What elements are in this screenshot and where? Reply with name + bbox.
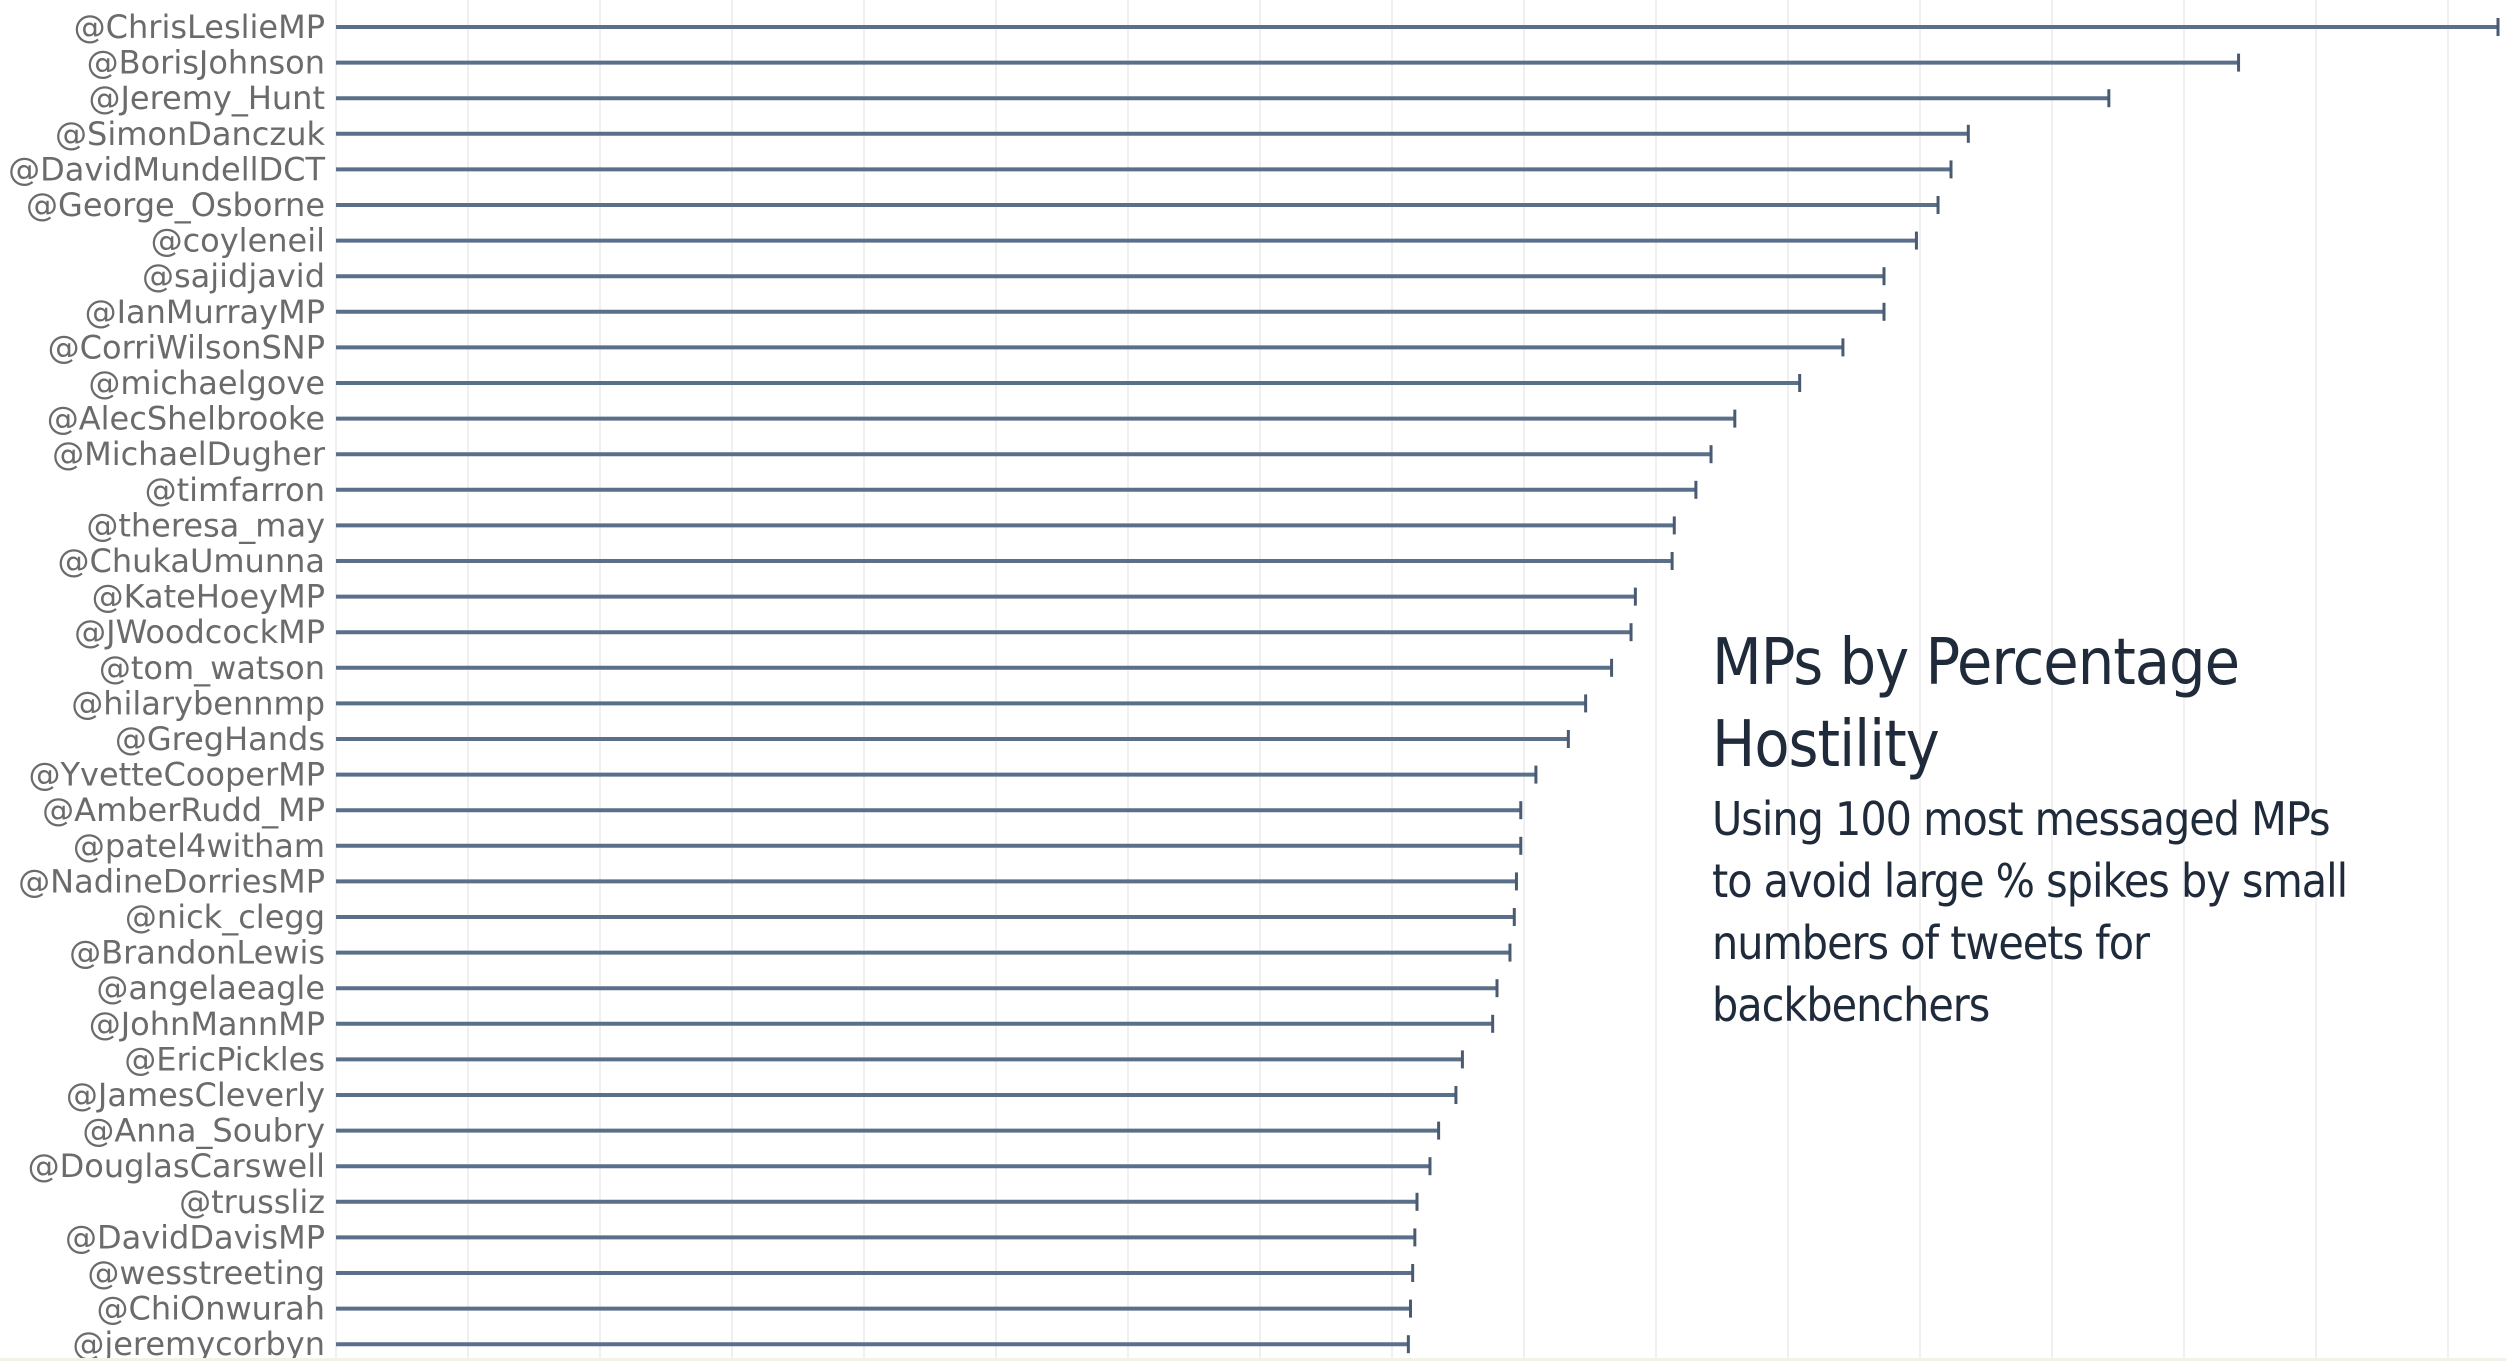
category-label: @Jeremy_Hunt [88, 79, 325, 117]
category-labels: @ChrisLeslieMP@BorisJohnson@Jeremy_Hunt@… [8, 8, 326, 1361]
category-label: @wesstreeting [87, 1254, 325, 1292]
chart-annotation: MPs by Percentage Hostility Using 100 mo… [1712, 622, 2352, 1036]
gridlines [335, 0, 2449, 1358]
category-label: @timfarron [145, 471, 325, 509]
bottom-strip [0, 1358, 2506, 1361]
category-label: @MichaelDugher [52, 435, 326, 473]
category-label: @ChiOnwurah [97, 1290, 325, 1328]
annotation-subtitle: Using 100 most messaged MPs to avoid lar… [1712, 792, 2348, 1032]
category-label: @sajidjavid [142, 257, 325, 295]
category-label: @ChrisLeslieMP [74, 8, 325, 46]
category-label: @YvetteCooperMP [28, 756, 325, 794]
category-label: @Anna_Soubry [82, 1112, 325, 1150]
category-label: @JWoodcockMP [74, 613, 325, 651]
category-label: @nick_clegg [125, 898, 325, 936]
category-label: @AmberRudd_MP [42, 791, 325, 829]
category-label: @hilarybennmp [71, 684, 325, 722]
category-label: @AlecShelbrooke [47, 400, 325, 438]
category-label: @GregHands [115, 720, 325, 758]
annotation-title: MPs by Percentage Hostility [1712, 626, 2240, 782]
category-label: @KateHoeyMP [92, 578, 325, 616]
category-label: @DavidMundellDCT [8, 150, 325, 188]
category-label: @patel4witham [73, 827, 325, 865]
category-label: @DouglasCarswell [28, 1147, 325, 1185]
category-label: @michaelgove [88, 364, 325, 402]
category-label: @JamesCleverly [66, 1076, 325, 1114]
category-label: @IanMurrayMP [85, 293, 325, 331]
category-label: @SimonDanczuk [55, 115, 325, 153]
bars [336, 18, 2500, 1354]
category-label: @angelaeagle [96, 969, 325, 1007]
category-label: @NadineDorriesMP [18, 862, 325, 900]
category-label: @trussliz [179, 1183, 325, 1221]
category-label: @DavidDavisMP [65, 1218, 325, 1256]
category-label: @tom_watson [99, 649, 325, 687]
category-label: @theresa_may [86, 506, 325, 544]
category-label: @coyleneil [151, 222, 325, 260]
category-label: @BorisJohnson [87, 44, 325, 82]
category-label: @ChukaUmunna [57, 542, 325, 580]
category-label: @CorriWilsonSNP [48, 328, 325, 366]
category-label: @EricPickles [124, 1040, 325, 1078]
category-label: @BrandonLewis [69, 934, 325, 972]
category-label: @JohnMannMP [89, 1005, 325, 1043]
category-label: @George_Osborne [26, 186, 325, 224]
category-label: @jeremycorbyn [72, 1325, 325, 1361]
